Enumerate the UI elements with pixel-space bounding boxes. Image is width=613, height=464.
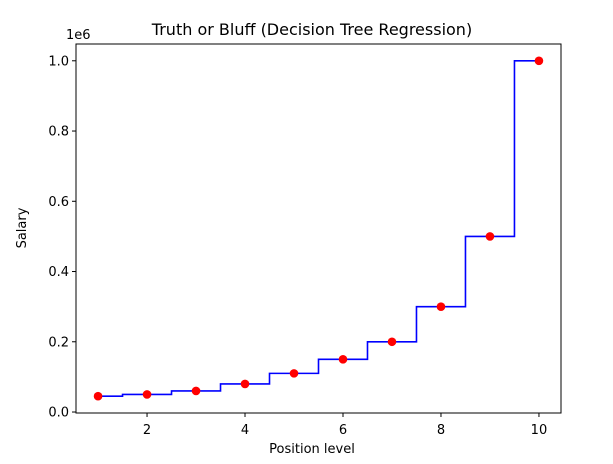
data-point [93, 391, 103, 401]
data-point [240, 379, 250, 389]
data-point [289, 369, 299, 378]
x-tick-label: 2 [143, 423, 151, 438]
data-point [534, 56, 544, 66]
y-axis-label: Salary [15, 207, 30, 248]
data-point [191, 386, 201, 396]
y-offset-label: 1e6 [66, 28, 91, 43]
x-tick-label: 6 [339, 423, 347, 438]
data-point [485, 232, 495, 241]
y-tick-label: 0.4 [48, 265, 69, 280]
data-point [142, 390, 152, 399]
data-point [436, 302, 446, 311]
x-tick-label: 10 [531, 423, 548, 438]
y-tick-label: 0.8 [48, 125, 69, 140]
y-tick-label: 0.0 [48, 406, 69, 421]
regression-step-line [98, 59, 539, 398]
data-point [387, 337, 397, 347]
y-tick-label: 0.2 [48, 335, 69, 350]
data-point [338, 355, 348, 364]
x-tick-label: 4 [241, 423, 249, 438]
y-tick-label: 1.0 [48, 54, 69, 69]
x-axis-label: Position level [269, 442, 355, 457]
y-tick-label: 0.6 [48, 195, 69, 210]
x-tick-label: 8 [437, 423, 445, 438]
chart-title: Truth or Bluff (Decision Tree Regression… [151, 20, 472, 39]
plot-area: 2 4 6 8 10 0.0 0.2 0.4 0.6 0.8 1.0 [48, 43, 562, 438]
axes-frame [75, 43, 562, 414]
